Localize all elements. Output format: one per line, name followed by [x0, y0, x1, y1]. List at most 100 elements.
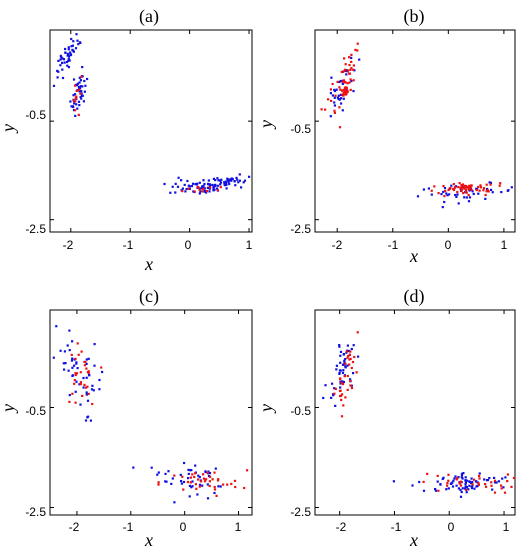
panel-a-point-blue [224, 184, 227, 187]
panel-c-point-blue [132, 466, 135, 469]
panel-b-point-red [341, 93, 344, 96]
panel-d-point-blue [342, 380, 345, 384]
panel-b-point-blue [339, 79, 342, 83]
panel-a-point-blue [209, 183, 212, 186]
panel-c-point-red [189, 476, 192, 479]
panel-d-point-blue [452, 479, 455, 482]
panel-b-point-red [469, 187, 472, 190]
panel-c-point-red [222, 483, 225, 486]
panel-a-point-blue [78, 90, 81, 93]
panel-c-point-red [204, 478, 207, 481]
panel-d-point-blue [411, 484, 414, 487]
panel-c-point-blue [75, 380, 78, 383]
panel-a-point-blue [84, 84, 87, 87]
panel-c-point-red [74, 372, 77, 375]
panel-c-point-red [81, 394, 84, 397]
panel-b-xlabel: x [409, 246, 418, 266]
panel-b: (b) -2 -1 0 1 -0.5 -2.5 x y [256, 6, 516, 266]
panel-a-point-blue [79, 41, 82, 44]
panel-b-point-blue [350, 56, 353, 59]
panel-d-point-red [334, 387, 337, 390]
panel-b-point-blue [331, 94, 334, 97]
panel-d-point-blue [434, 489, 438, 492]
panel-c-point-red [208, 480, 211, 483]
panel-c-point-red [217, 478, 220, 481]
panel-b-point-blue [455, 195, 458, 198]
panel-d-point-blue [502, 486, 505, 489]
panel-c-point-red [208, 484, 211, 488]
panel-b-point-red [467, 194, 470, 197]
panel-d-point-red [341, 383, 345, 386]
panel-c-point-red [213, 488, 217, 491]
panel-c-ticks [50, 310, 252, 515]
panel-b-point-red [346, 90, 349, 93]
panel-c-point-red [76, 342, 79, 345]
panel-c-point-red [193, 475, 196, 479]
panel-a-point-blue [73, 93, 77, 96]
panel-a-point-blue [226, 179, 229, 182]
panel-a-point-blue [237, 181, 240, 184]
panel-b-point-blue [454, 193, 457, 197]
panel-a-point-blue [220, 178, 223, 181]
panel-a-point-blue [81, 85, 84, 88]
panel-d-point-red [447, 473, 450, 476]
panel-b-point-red [320, 108, 323, 111]
panel-b-point-blue [430, 193, 433, 196]
panel-c-point-red [181, 475, 184, 478]
panel-c-point-red [157, 483, 160, 486]
panel-d-point-blue [464, 481, 467, 484]
panel-a-point-blue [188, 187, 191, 190]
panel-d-point-blue [461, 487, 464, 490]
panel-d-point-blue [322, 396, 325, 400]
panel-b-point-red [498, 184, 501, 187]
panel-a-point-blue [218, 179, 222, 182]
panel-a-point-blue [190, 185, 194, 188]
panel-b-point-blue [330, 76, 333, 79]
panel-c-point-blue [52, 356, 55, 359]
panel-c-point-blue [157, 471, 160, 474]
panel-b-point-blue [441, 206, 444, 209]
panel-a-point-blue [213, 185, 216, 188]
panel-d-point-red [353, 355, 356, 359]
panel-a-point-blue [77, 43, 80, 46]
panel-a-title: (a) [139, 6, 159, 27]
panel-a-point-blue [206, 186, 209, 189]
panel-d-point-blue [473, 487, 476, 490]
panel-a-point-blue [204, 189, 207, 192]
panel-b-point-red [346, 82, 349, 85]
panel-d-point-red [510, 485, 513, 488]
panel-a-point-blue [230, 179, 233, 182]
panel-b-point-blue [440, 193, 443, 196]
panel-b-point-red [467, 188, 470, 191]
panel-c-point-blue [59, 349, 62, 352]
panel-a-point-blue [59, 54, 62, 57]
panel-c-point-blue [68, 349, 71, 352]
panel-a-point-blue [67, 46, 70, 49]
panel-d-point-blue [491, 488, 494, 491]
panel-d-point-red [446, 484, 449, 487]
panel-c-marks [52, 325, 249, 504]
panel-a-point-red [79, 92, 82, 95]
panel-a-point-red [198, 188, 201, 191]
panel-d-point-red [447, 479, 450, 482]
panel-c-point-red [91, 402, 94, 406]
panel-a-point-blue [79, 85, 82, 88]
panel-b-point-red [483, 187, 486, 190]
panel-c-point-blue [183, 461, 186, 465]
panel-c-point-red [194, 472, 197, 475]
panel-c-point-red [198, 485, 201, 488]
panel-b-point-blue [358, 58, 361, 61]
panel-d-point-blue [436, 480, 439, 483]
panel-c-point-red [215, 494, 218, 497]
panel-b-point-red [330, 99, 333, 102]
panel-a-point-blue [163, 182, 166, 186]
panel-c-point-blue [201, 484, 204, 487]
panel-a-xlabel: x [144, 254, 153, 274]
panel-b-point-red [443, 195, 446, 198]
panel-d-frame [314, 309, 516, 516]
panel-d-point-blue [470, 487, 474, 490]
panel-d-point-blue [465, 486, 469, 489]
panel-d-point-red [446, 482, 449, 485]
panel-d-point-red [343, 375, 346, 378]
panel-a-point-blue [75, 103, 78, 106]
